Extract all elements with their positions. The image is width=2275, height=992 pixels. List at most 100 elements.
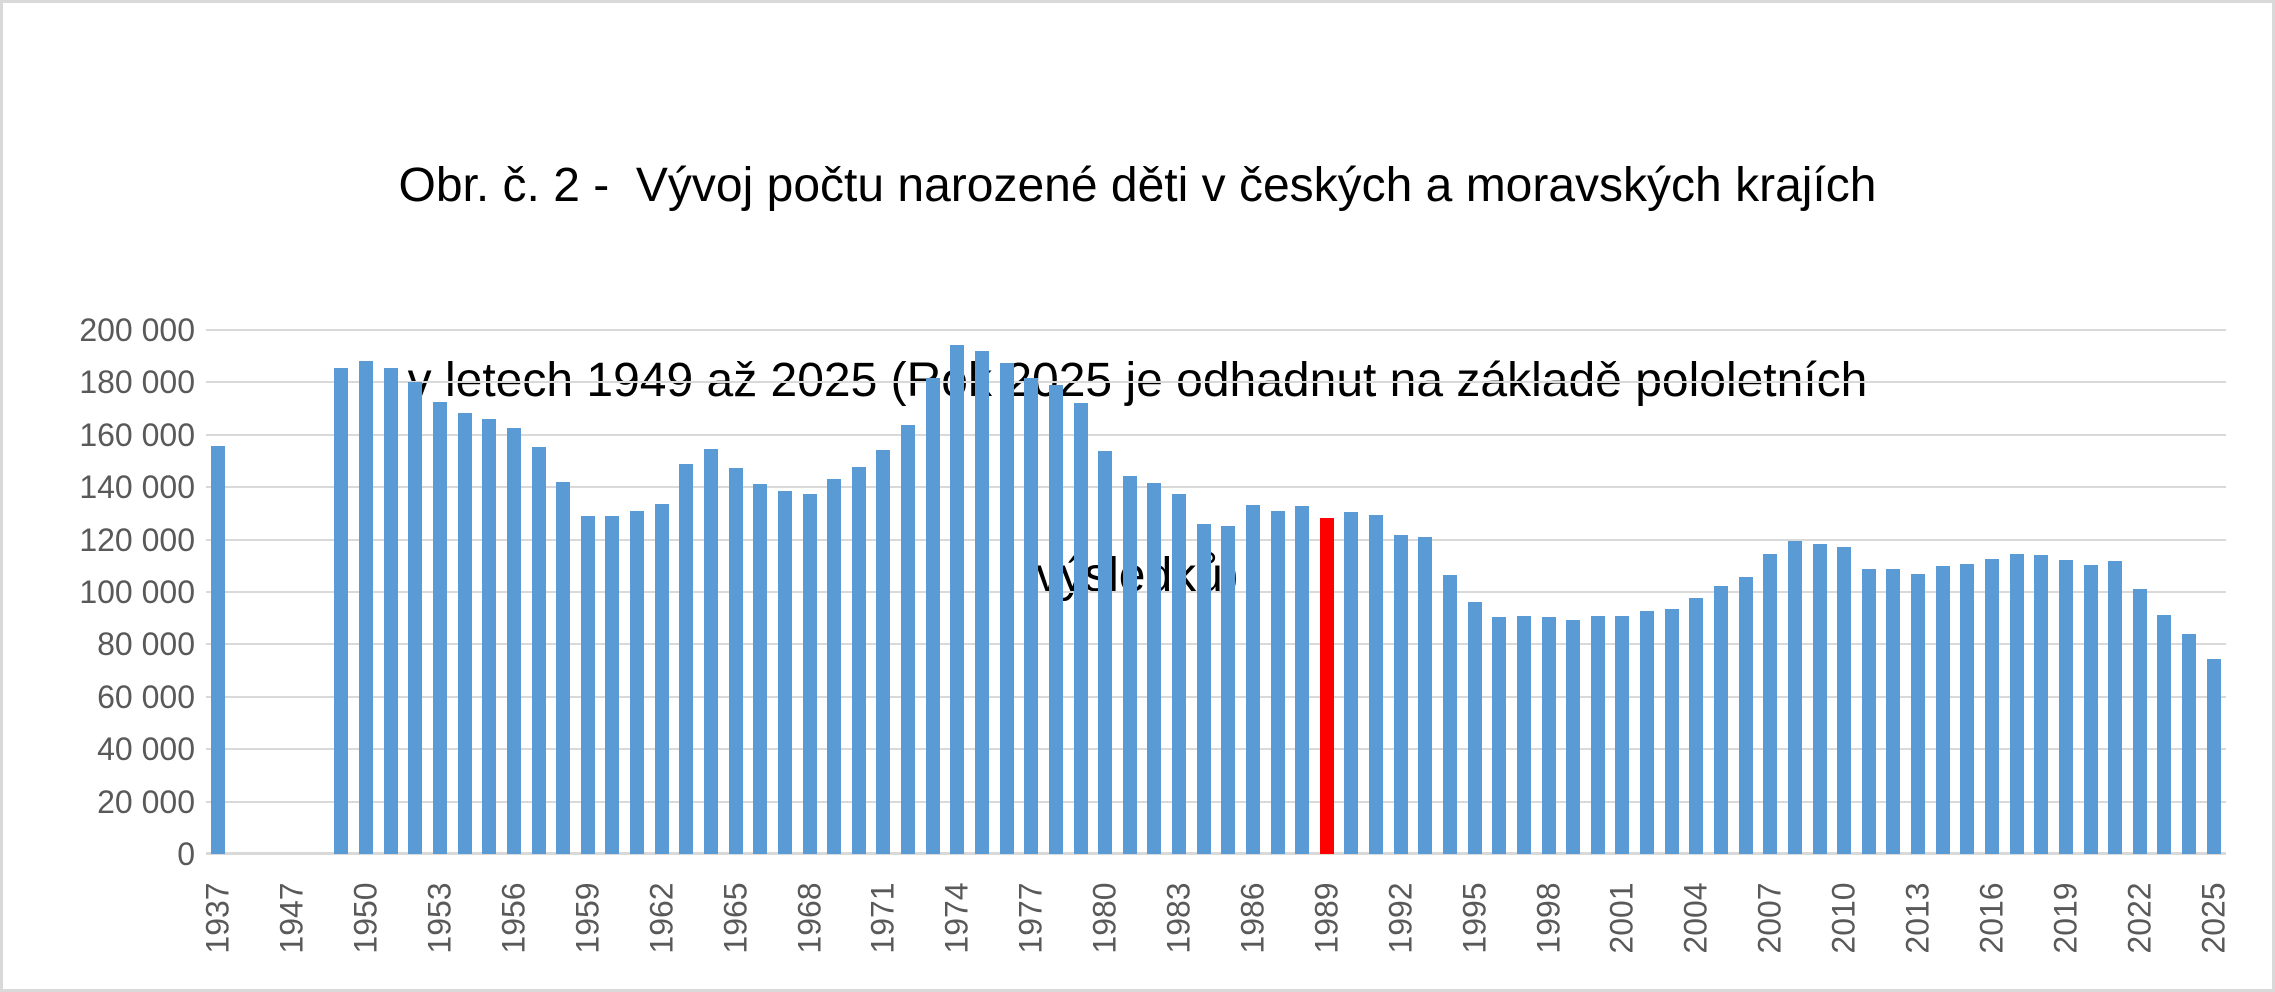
x-axis-line xyxy=(206,852,2226,855)
x-axis-tick-label: 1989 xyxy=(1308,882,1345,954)
bar-1992 xyxy=(1393,535,1408,854)
x-axis-tick-label: 1947 xyxy=(273,882,310,954)
y-axis-tick-label: 20 000 xyxy=(97,783,195,820)
chart-title-line-1: Obr. č. 2 - Vývoj počtu narozené děti v … xyxy=(398,159,1877,212)
bar-1999 xyxy=(1566,619,1581,854)
bar-2012 xyxy=(1886,569,1901,854)
bar-2000 xyxy=(1590,615,1605,854)
bar-1971 xyxy=(876,450,891,854)
x-axis-tick-label: 2007 xyxy=(1751,882,1788,954)
y-axis-tick-label: 40 000 xyxy=(97,731,195,768)
bar-2008 xyxy=(1787,540,1802,854)
bar-2011 xyxy=(1861,569,1876,854)
bar-1990 xyxy=(1344,511,1359,854)
bar-2004 xyxy=(1689,598,1704,854)
bar-2015 xyxy=(1960,563,1975,854)
plot-area xyxy=(206,329,2226,855)
bar-1965 xyxy=(728,467,743,854)
bar-1960 xyxy=(605,516,620,854)
x-axis-tick-label: 1977 xyxy=(1012,882,1049,954)
x-axis-tick-label: 1971 xyxy=(864,882,901,954)
bar-1962 xyxy=(654,503,669,854)
bar-1972 xyxy=(901,425,916,854)
bar-1951 xyxy=(383,367,398,854)
bar-1959 xyxy=(580,516,595,854)
bar-2018 xyxy=(2034,555,2049,854)
x-axis-tick-label: 1965 xyxy=(717,882,754,954)
bar-1976 xyxy=(999,363,1014,854)
bar-2001 xyxy=(1615,616,1630,854)
gridline xyxy=(206,800,2226,803)
gridline xyxy=(206,538,2226,541)
x-axis-tick-label: 1953 xyxy=(421,882,458,954)
x-axis-tick-label: 2019 xyxy=(2047,882,2084,954)
x-axis-tick-label: 1986 xyxy=(1234,882,1271,954)
x-axis-tick-label: 1956 xyxy=(495,882,532,954)
bar-2020 xyxy=(2083,565,2098,854)
x-axis-tick-label: 1998 xyxy=(1530,882,1567,954)
bar-1995 xyxy=(1467,602,1482,854)
gridline xyxy=(206,695,2226,698)
gridline xyxy=(206,329,2226,331)
bar-1993 xyxy=(1418,536,1433,854)
bar-1954 xyxy=(457,412,472,854)
bar-2005 xyxy=(1714,586,1728,854)
bar-2007 xyxy=(1763,553,1778,854)
x-axis-tick-label: 1962 xyxy=(643,882,680,954)
y-axis-tick-label: 180 000 xyxy=(79,364,195,401)
bar-1964 xyxy=(704,449,718,854)
bar-1991 xyxy=(1369,514,1384,854)
bar-2013 xyxy=(1911,574,1926,854)
bar-1977 xyxy=(1024,377,1039,854)
bar-2003 xyxy=(1664,608,1679,854)
y-axis-tick-label: 200 000 xyxy=(79,312,195,348)
x-axis-tick-label: 1968 xyxy=(791,882,828,954)
bar-1988 xyxy=(1295,506,1310,854)
bar-1973 xyxy=(925,377,940,854)
bar-1957 xyxy=(531,446,546,854)
bar-1970 xyxy=(851,466,866,854)
bar-1974 xyxy=(950,345,965,854)
bar-2002 xyxy=(1640,610,1655,854)
bar-2016 xyxy=(1984,558,1999,854)
y-axis-tick-label: 100 000 xyxy=(79,574,195,610)
chart-title-line-2: v letech 1949 až 2025 (Rok 2025 je odhad… xyxy=(407,354,1868,407)
bar-1997 xyxy=(1516,616,1531,854)
x-axis-tick-label: 1980 xyxy=(1086,882,1123,954)
bar-1989-highlighted xyxy=(1319,517,1334,854)
x-axis-tick-label: 1950 xyxy=(347,882,384,954)
bar-1985 xyxy=(1221,525,1236,854)
bar-2017 xyxy=(2009,554,2024,854)
bar-1958 xyxy=(556,482,571,854)
y-axis-tick-label: 60 000 xyxy=(97,678,195,715)
bar-1994 xyxy=(1443,574,1458,854)
x-axis-tick-label: 1995 xyxy=(1456,882,1493,954)
gridline xyxy=(206,486,2226,489)
x-axis-tick-label: 1959 xyxy=(569,882,606,954)
bar-1984 xyxy=(1196,523,1211,854)
bar-2006 xyxy=(1738,576,1753,854)
gridline xyxy=(206,591,2226,593)
bar-1968 xyxy=(802,494,817,854)
bar-1961 xyxy=(630,510,645,854)
y-axis-tick-label: 160 000 xyxy=(79,416,195,453)
x-axis-tick-label: 1937 xyxy=(199,882,236,954)
bar-1956 xyxy=(506,428,521,854)
bar-1998 xyxy=(1541,616,1556,854)
bar-2009 xyxy=(1812,544,1827,854)
x-axis-tick-label: 2022 xyxy=(2121,882,2158,954)
bar-1963 xyxy=(679,464,694,854)
bar-2022 xyxy=(2132,588,2147,854)
gridline xyxy=(206,748,2226,751)
bar-2019 xyxy=(2058,560,2073,854)
x-axis-tick-label: 2013 xyxy=(1899,882,1936,954)
x-axis-tick-label: 1974 xyxy=(938,882,975,954)
y-axis-tick-label: 120 000 xyxy=(79,521,195,558)
bar-1950 xyxy=(359,360,374,854)
bar-1996 xyxy=(1492,617,1507,854)
y-axis-tick-label: 140 000 xyxy=(79,469,195,506)
x-axis-tick-label: 1992 xyxy=(1382,882,1419,954)
bar-1975 xyxy=(974,351,989,854)
bar-1987 xyxy=(1270,511,1285,854)
